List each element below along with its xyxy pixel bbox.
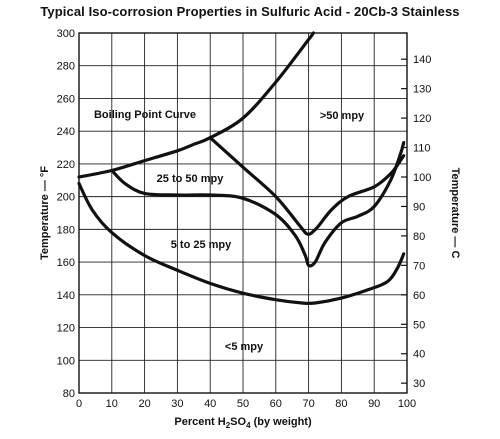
y2-tick-label: 120	[413, 113, 431, 125]
y-tick-label: 200	[57, 192, 75, 204]
x-tick-label: 40	[204, 398, 216, 410]
y-tick-label: 300	[57, 28, 75, 40]
curve-5-mpy-upper	[77, 181, 406, 306]
y-tick-label: 120	[57, 323, 75, 335]
y2-tick-label: 40	[413, 349, 425, 361]
y-axis-title-right: Temperature — C	[449, 168, 461, 259]
y-tick-label: 180	[57, 224, 75, 236]
region-label-5-to-25-mpy: 5 to 25 mpy	[171, 239, 232, 251]
curve-layer	[77, 31, 406, 306]
x-tick-label: 60	[270, 398, 282, 410]
y2-tick-label: 110	[413, 143, 431, 155]
y-axis-title-left: Temperature — °F	[39, 166, 51, 260]
x-axis-title-part-1: Percent H	[174, 416, 225, 428]
tick-layer: 0 10 20 30 40 50 60 70 80 90 100 80 100 120 140 160 180 2…	[57, 28, 432, 410]
y2-tick-label: 90	[413, 201, 425, 213]
x-tick-label: 70	[302, 398, 314, 410]
x-axis-title: Percent H2SO4 (by weight)	[174, 416, 312, 430]
y2-tick-label: 100	[413, 172, 431, 184]
y-tick-label: 140	[57, 290, 75, 302]
x-tick-label: 20	[138, 398, 150, 410]
x-axis-title-sub-4: 4	[246, 421, 251, 430]
grid-layer	[79, 33, 407, 393]
x-tick-label: 100	[398, 398, 416, 410]
x-tick-label: 90	[368, 398, 380, 410]
curve-5-to-25-mpy-upper	[110, 141, 406, 268]
x-axis-title-part-3: (by weight)	[251, 416, 312, 428]
x-tick-label: 0	[76, 398, 82, 410]
y2-tick-label: 50	[413, 319, 425, 331]
curve-25-to-50-mpy-upper	[208, 136, 406, 236]
y2-tick-label: 60	[413, 290, 425, 302]
region-label-25-to-50-mpy: 25 to 50 mpy	[157, 173, 225, 185]
x-tick-label: 80	[335, 398, 347, 410]
label-layer: Boiling Point Curve >50 mpy 25 to 50 mpy 5 …	[94, 109, 365, 353]
x-tick-label: 50	[237, 398, 249, 410]
y2-tick-label: 80	[413, 231, 425, 243]
boiling-point-curve-label: Boiling Point Curve	[94, 109, 196, 121]
boiling-point-curve	[77, 31, 316, 179]
y2-tick-label: 70	[413, 260, 425, 272]
x-axis-title-sub-2: 2	[226, 421, 231, 430]
x-tick-label: 30	[171, 398, 183, 410]
x-axis-title-part-2: SO	[230, 416, 246, 428]
y2-tick-label: 30	[413, 378, 425, 390]
y-tick-label: 220	[57, 159, 75, 171]
y-tick-label: 80	[63, 388, 75, 400]
y-tick-label: 100	[57, 355, 75, 367]
region-label-over-50-mpy: >50 mpy	[320, 110, 365, 122]
y-tick-label: 280	[57, 61, 75, 73]
y-tick-label: 240	[57, 126, 75, 138]
y2-tick-label: 140	[413, 54, 431, 66]
y2-tick-label: 130	[413, 84, 431, 96]
y-tick-label: 160	[57, 257, 75, 269]
region-label-under-5-mpy: <5 mpy	[225, 341, 264, 353]
x-tick-label: 10	[106, 398, 118, 410]
chart-title: Typical Iso-corrosion Properties in Sulf…	[40, 4, 460, 19]
y-tick-label: 260	[57, 93, 75, 105]
plot-frame	[78, 32, 408, 394]
